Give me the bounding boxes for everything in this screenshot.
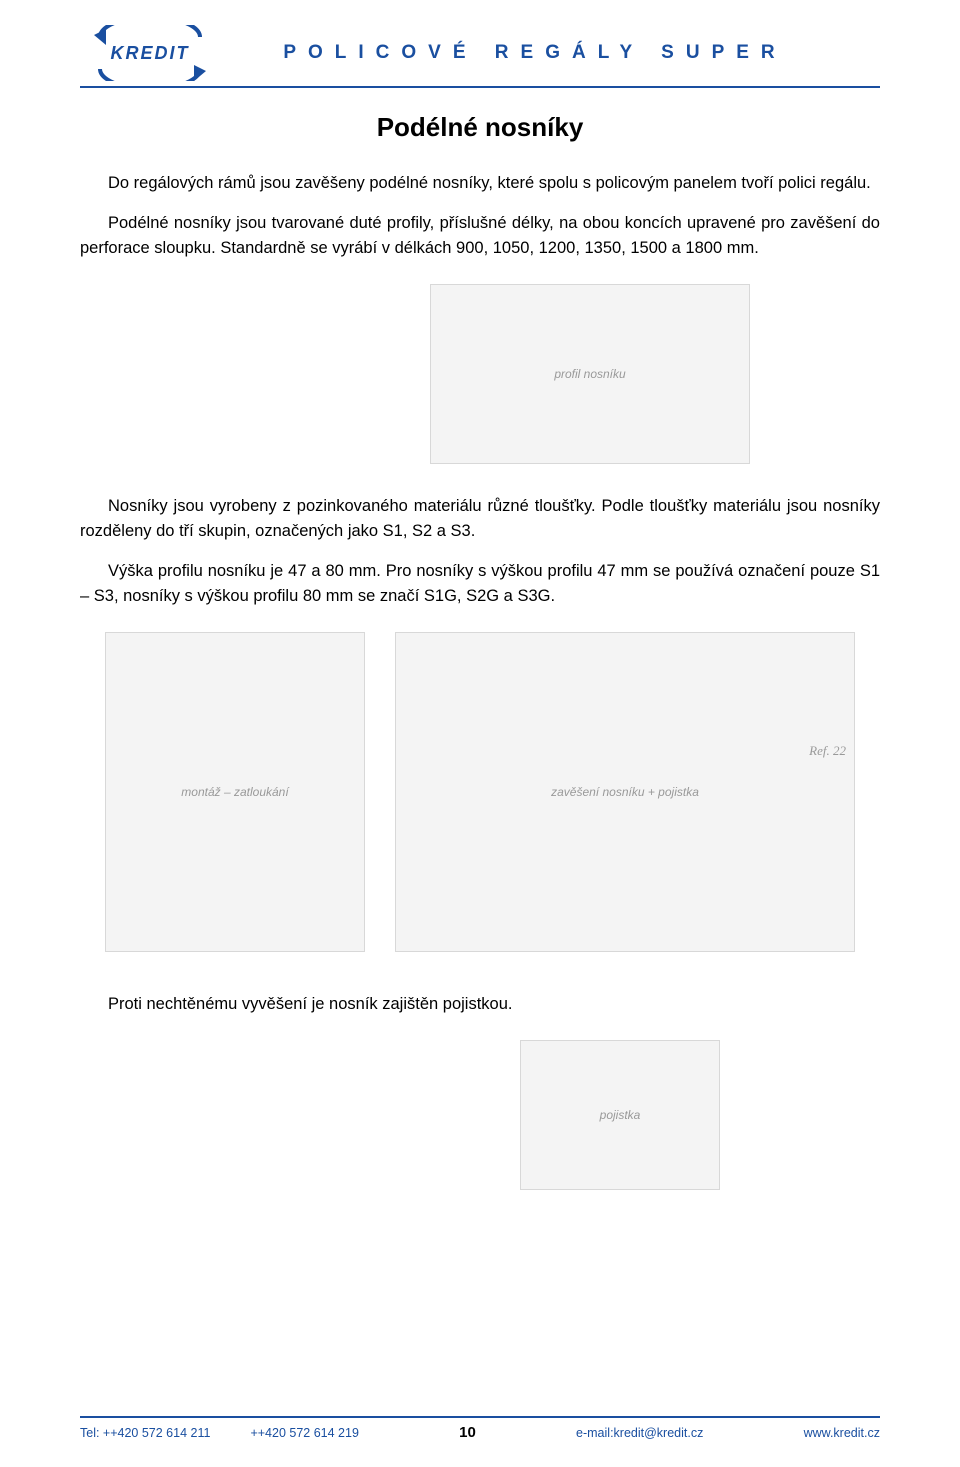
- footer: Tel: ++420 572 614 211 ++420 572 614 219…: [80, 1416, 880, 1441]
- figure-alt: zavěšení nosníku + pojistka: [551, 785, 699, 799]
- figure-beam-profile: profil nosníku: [430, 284, 750, 464]
- figure-alt: pojistka: [600, 1108, 641, 1122]
- footer-page-number: 10: [459, 1424, 476, 1441]
- footer-web: www.kredit.cz: [804, 1426, 880, 1440]
- logo-text: KREDIT: [111, 43, 190, 63]
- paragraph-1: Do regálových rámů jsou zavěšeny podélné…: [80, 171, 880, 197]
- figure-lock-clip: pojistka: [520, 1040, 720, 1190]
- figure-row-1: profil nosníku: [80, 284, 880, 464]
- section-title: Podélné nosníky: [80, 112, 880, 143]
- paragraph-5: Proti nechtěnému vyvěšení je nosník zaji…: [80, 992, 880, 1018]
- header: KREDIT POLICOVÉ REGÁLY SUPER: [80, 20, 880, 88]
- footer-fax: ++420 572 614 219: [250, 1426, 358, 1440]
- figure-row-3: pojistka: [80, 1040, 880, 1190]
- paragraph-4: Výška profilu nosníku je 47 a 80 mm. Pro…: [80, 559, 880, 610]
- brand-logo: KREDIT: [80, 25, 220, 81]
- footer-tel: Tel: ++420 572 614 211: [80, 1426, 210, 1440]
- footer-left: Tel: ++420 572 614 211 ++420 572 614 219: [80, 1426, 359, 1440]
- figure-alt: profil nosníku: [554, 367, 625, 381]
- figure-hook-install: zavěšení nosníku + pojistka Ref. 22: [395, 632, 855, 952]
- paragraph-3: Nosníky jsou vyrobeny z pozinkovaného ma…: [80, 494, 880, 545]
- header-title: POLICOVÉ REGÁLY SUPER: [250, 42, 880, 64]
- footer-email: e-mail:kredit@kredit.cz: [576, 1426, 703, 1440]
- figure-mallet-install: montáž – zatloukání: [105, 632, 365, 952]
- paragraph-2: Podélné nosníky jsou tvarované duté prof…: [80, 211, 880, 262]
- page: KREDIT POLICOVÉ REGÁLY SUPER Podélné nos…: [0, 0, 960, 1467]
- figure-ref-label: Ref. 22: [809, 743, 846, 759]
- figure-row-2: montáž – zatloukání zavěšení nosníku + p…: [80, 632, 880, 952]
- figure-alt: montáž – zatloukání: [181, 785, 288, 799]
